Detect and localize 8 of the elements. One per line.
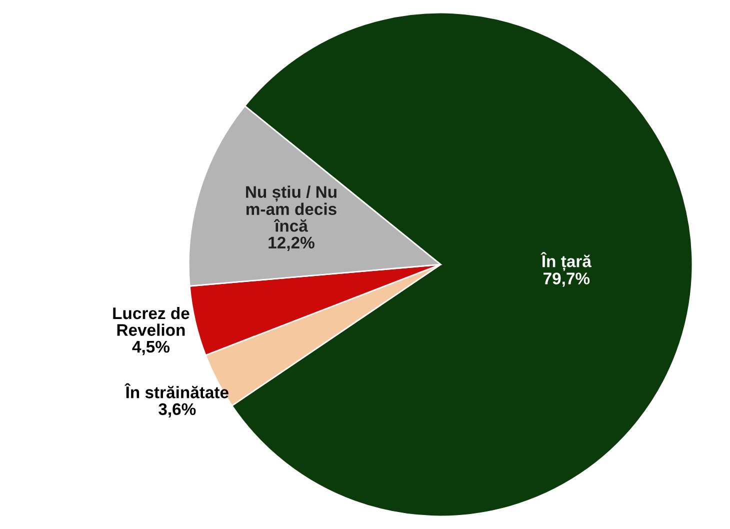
slice-label: Lucrez de Revelion: [113, 306, 190, 336]
slice-label: În țară: [540, 252, 592, 271]
slice-label: Nu știu / Nu m-am decis încă: [246, 186, 336, 232]
data-label: 79,7%: [543, 272, 590, 287]
data-label: 3,6%: [158, 403, 196, 418]
data-label: 12,2%: [268, 236, 314, 251]
slice-label: În străinătate: [124, 383, 228, 398]
data-label: 4,5%: [132, 340, 170, 356]
